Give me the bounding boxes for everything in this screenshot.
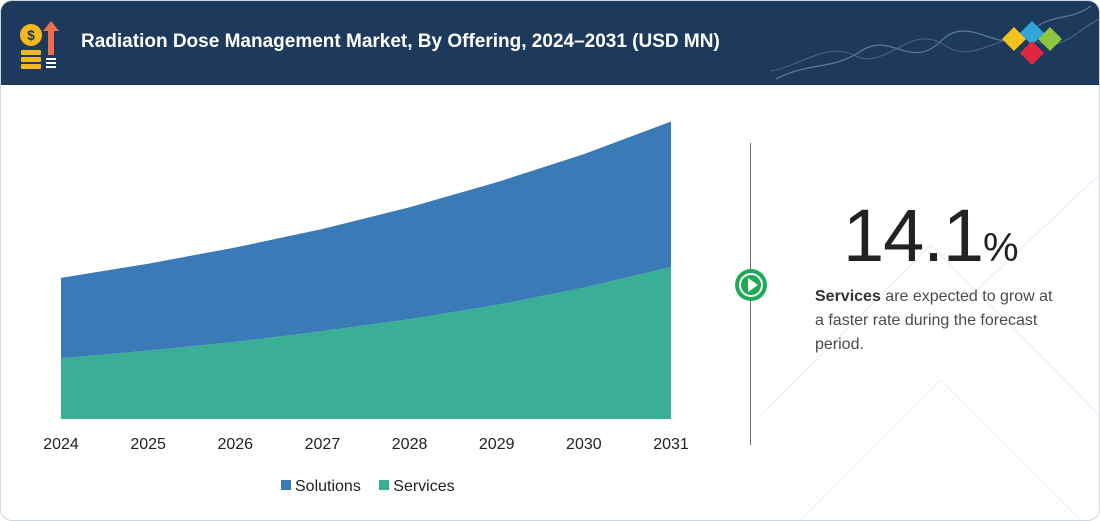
growth-stat: 14.1% [843, 193, 1019, 278]
market-growth-icon: $ [20, 21, 59, 69]
highlight-text: are expected to grow at a faster rate du… [815, 288, 1053, 353]
x-tick-label: 2026 [217, 436, 253, 453]
growth-unit: % [983, 226, 1019, 270]
legend-item-solutions: Solutions [281, 478, 361, 496]
x-tick-label: 2024 [43, 436, 79, 453]
growth-description: Services are expected to grow at a faste… [815, 285, 1065, 357]
page-title: Radiation Dose Management Market, By Off… [81, 31, 720, 52]
highlight-segment: Services [815, 288, 881, 305]
legend-label-solutions: Solutions [295, 478, 361, 495]
header-bar: $ Radiation Dose Management Market, By O… [1, 1, 1099, 85]
brand-logo-icon [1002, 21, 1062, 65]
x-tick-label: 2025 [130, 436, 166, 453]
legend-swatch-solutions [281, 480, 291, 490]
play-arrow-icon[interactable] [735, 269, 767, 301]
chart-legend: Solutions Services [281, 478, 469, 496]
x-tick-label: 2031 [653, 436, 689, 453]
background-decoration [760, 174, 1099, 520]
x-tick-label: 2029 [479, 436, 515, 453]
legend-item-services: Services [379, 478, 455, 496]
area-services [61, 267, 671, 419]
legend-label-services: Services [393, 478, 455, 495]
legend-swatch-services [379, 480, 390, 490]
x-tick-label: 2030 [566, 436, 602, 453]
area-chart: 2024 2025 2026 2027 2028 2029 2030 2031 [43, 121, 689, 453]
x-tick-label: 2028 [392, 436, 428, 453]
growth-value: 14.1 [843, 194, 984, 277]
x-tick-label: 2027 [305, 436, 341, 453]
area-solutions [61, 121, 671, 359]
svg-text:$: $ [27, 27, 35, 43]
